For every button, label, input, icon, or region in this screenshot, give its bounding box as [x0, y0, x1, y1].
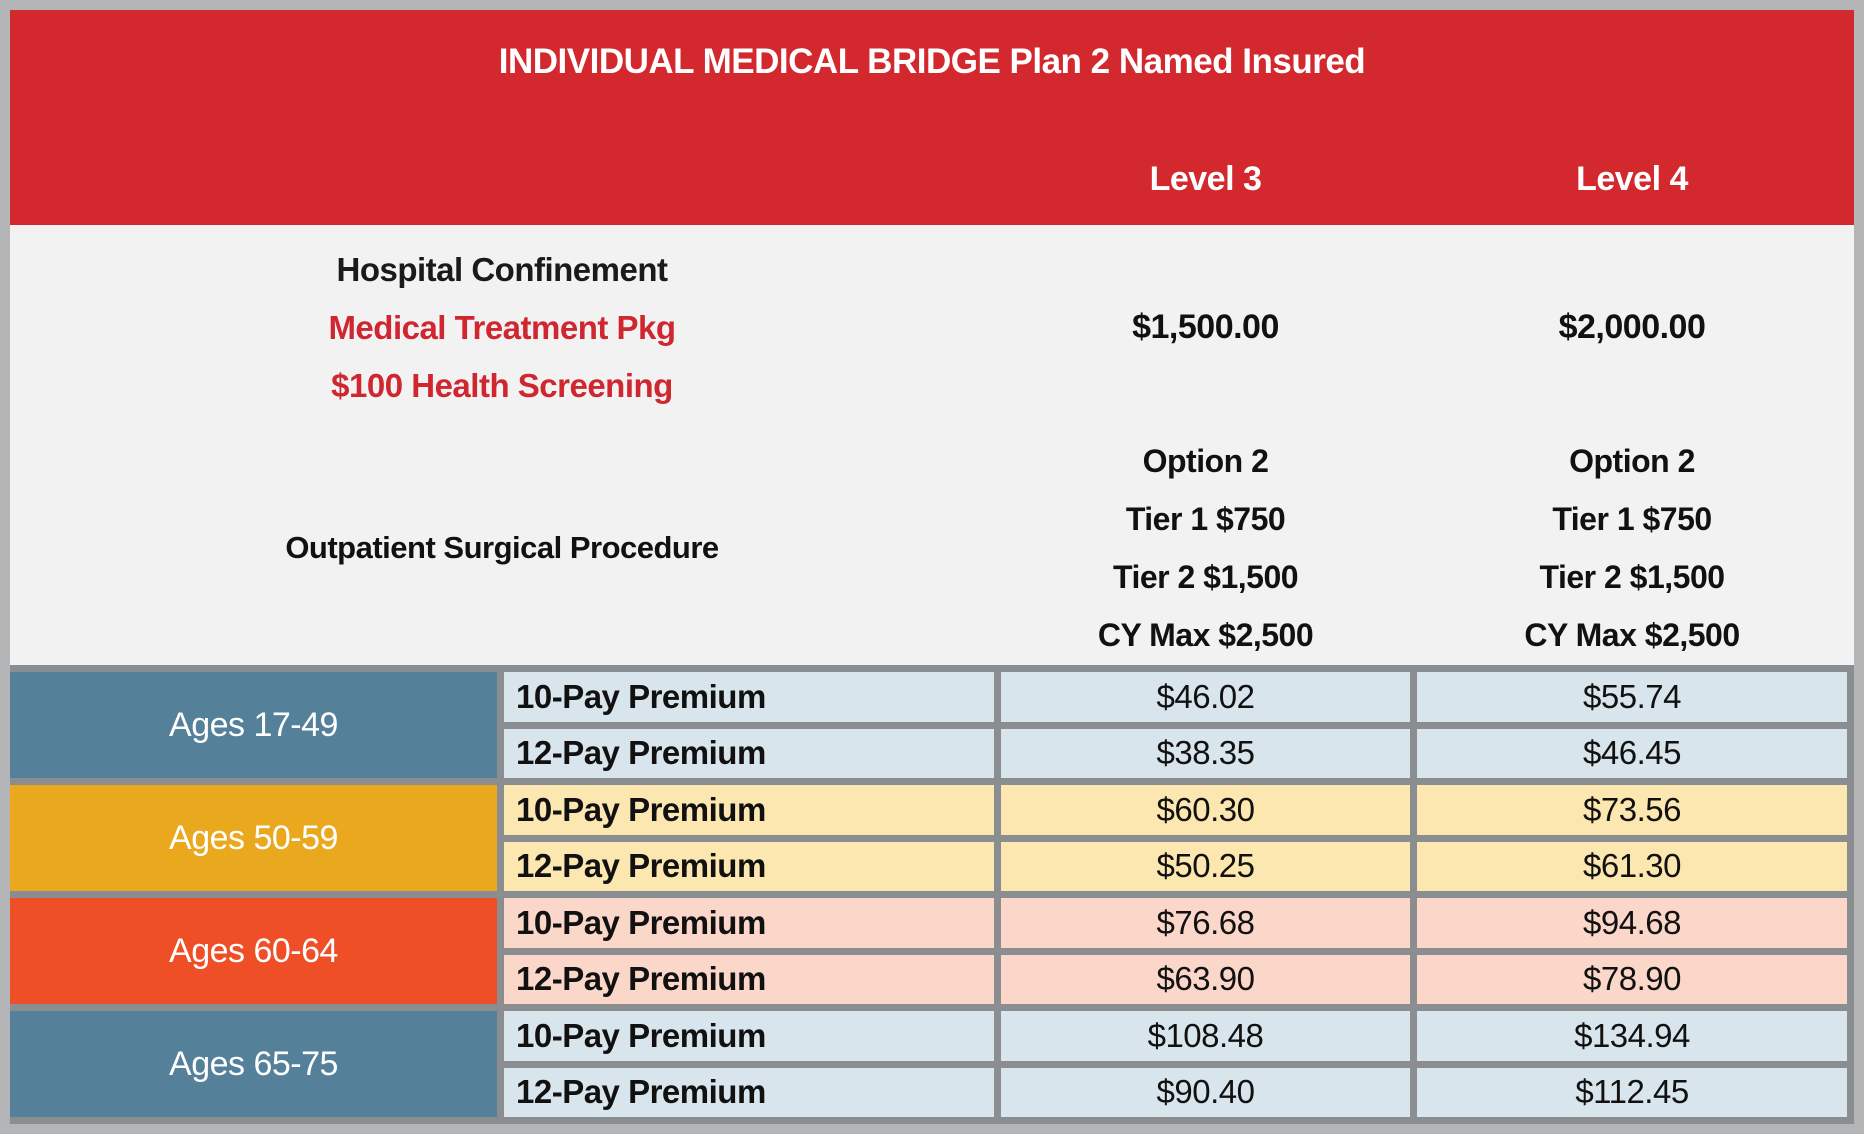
hospital-benefit-label: Hospital Confinement Medical Treatment Pk…: [10, 225, 994, 430]
premium-row-label: 10-Pay Premium: [504, 898, 994, 948]
premium-level4-value: $134.94: [1417, 1011, 1847, 1061]
outpatient-option-line-3-3: Tier 2 $1,500: [1112, 558, 1299, 595]
outpatient-benefit-row: Outpatient Surgical Procedure Option 2 Ti…: [10, 430, 1854, 665]
premium-level3-value: $50.25: [1001, 841, 1410, 891]
premium-level3-value: $76.68: [1001, 898, 1410, 948]
outpatient-level3-details: Option 2 Tier 1 $750 Tier 2 $1,500 CY Max $…: [1001, 430, 1410, 665]
premium-row-label: 12-Pay Premium: [504, 1067, 994, 1117]
premium-row-label: 12-Pay Premium: [504, 728, 994, 778]
outpatient-benefit-label-block: Outpatient Surgical Procedure: [10, 430, 994, 665]
age-band-label: Ages 17-49: [10, 672, 497, 778]
premium-row-label: 12-Pay Premium: [504, 954, 994, 1004]
outpatient-option-line-3-4: CY Max $2,500: [1097, 616, 1314, 653]
outpatient-benefit-label: Outpatient Surgical Procedure: [285, 529, 719, 565]
age-band-label: Ages 65-75: [10, 1011, 497, 1117]
outpatient-option-line-4-2: Tier 1 $750: [1552, 500, 1712, 537]
premium-level4-value: $55.74: [1417, 672, 1847, 722]
level-4-column-header: Level 4: [1576, 160, 1688, 198]
premium-row-label: 10-Pay Premium: [504, 672, 994, 722]
premium-level4-value: $46.45: [1417, 728, 1847, 778]
premium-row-label: 12-Pay Premium: [504, 841, 994, 891]
premium-level3-value: $90.40: [1001, 1067, 1410, 1117]
premium-level4-value: $112.45: [1417, 1067, 1847, 1117]
premium-level3-value: $46.02: [1001, 672, 1410, 722]
premium-level4-value: $94.68: [1417, 898, 1847, 948]
level-3-column-header: Level 3: [1149, 160, 1262, 198]
premium-level3-value: $60.30: [1001, 785, 1410, 835]
premium-level3-value: $63.90: [1001, 954, 1410, 1004]
table-header: INDIVIDUAL MEDICAL BRIDGE Plan 2 Named I…: [10, 10, 1854, 225]
level-header-row: Level 3 Level 4: [10, 160, 1854, 199]
hospital-benefit-line-1: Hospital Confinement: [336, 250, 668, 288]
hospital-benefit-row: Hospital Confinement Medical Treatment Pk…: [10, 225, 1854, 430]
outpatient-level4-details: Option 2 Tier 1 $750 Tier 2 $1,500 CY Max $…: [1417, 430, 1847, 665]
outpatient-option-line-3-2: Tier 1 $750: [1125, 500, 1286, 537]
hospital-benefit-level3-value: $1,500.00: [1132, 308, 1279, 346]
age-band-label: Ages 50-59: [10, 785, 497, 891]
hospital-benefit-line-2: Medical Treatment Pkg: [328, 308, 676, 346]
premium-grid: Ages 17-49 10-Pay Premium $46.02 $55.74 12-P…: [10, 665, 1854, 1124]
outpatient-option-line-3-1: Option 2: [1142, 442, 1269, 479]
table-title: INDIVIDUAL MEDICAL BRIDGE Plan 2 Named I…: [498, 42, 1366, 81]
premium-level4-value: $61.30: [1417, 841, 1847, 891]
outpatient-option-line-4-1: Option 2: [1569, 442, 1695, 479]
premium-level4-value: $73.56: [1417, 785, 1847, 835]
outpatient-option-line-4-3: Tier 2 $1,500: [1539, 558, 1725, 595]
hospital-benefit-level4-value: $2,000.00: [1558, 308, 1706, 346]
premium-level4-value: $78.90: [1417, 954, 1847, 1004]
premium-row-label: 10-Pay Premium: [504, 1011, 994, 1061]
premium-level3-value: $38.35: [1001, 728, 1410, 778]
outpatient-option-line-4-4: CY Max $2,500: [1524, 616, 1740, 653]
hospital-benefit-line-3: $100 Health Screening: [331, 366, 673, 404]
premium-level3-value: $108.48: [1001, 1011, 1410, 1061]
age-band-label: Ages 60-64: [10, 898, 497, 1004]
premium-row-label: 10-Pay Premium: [504, 785, 994, 835]
